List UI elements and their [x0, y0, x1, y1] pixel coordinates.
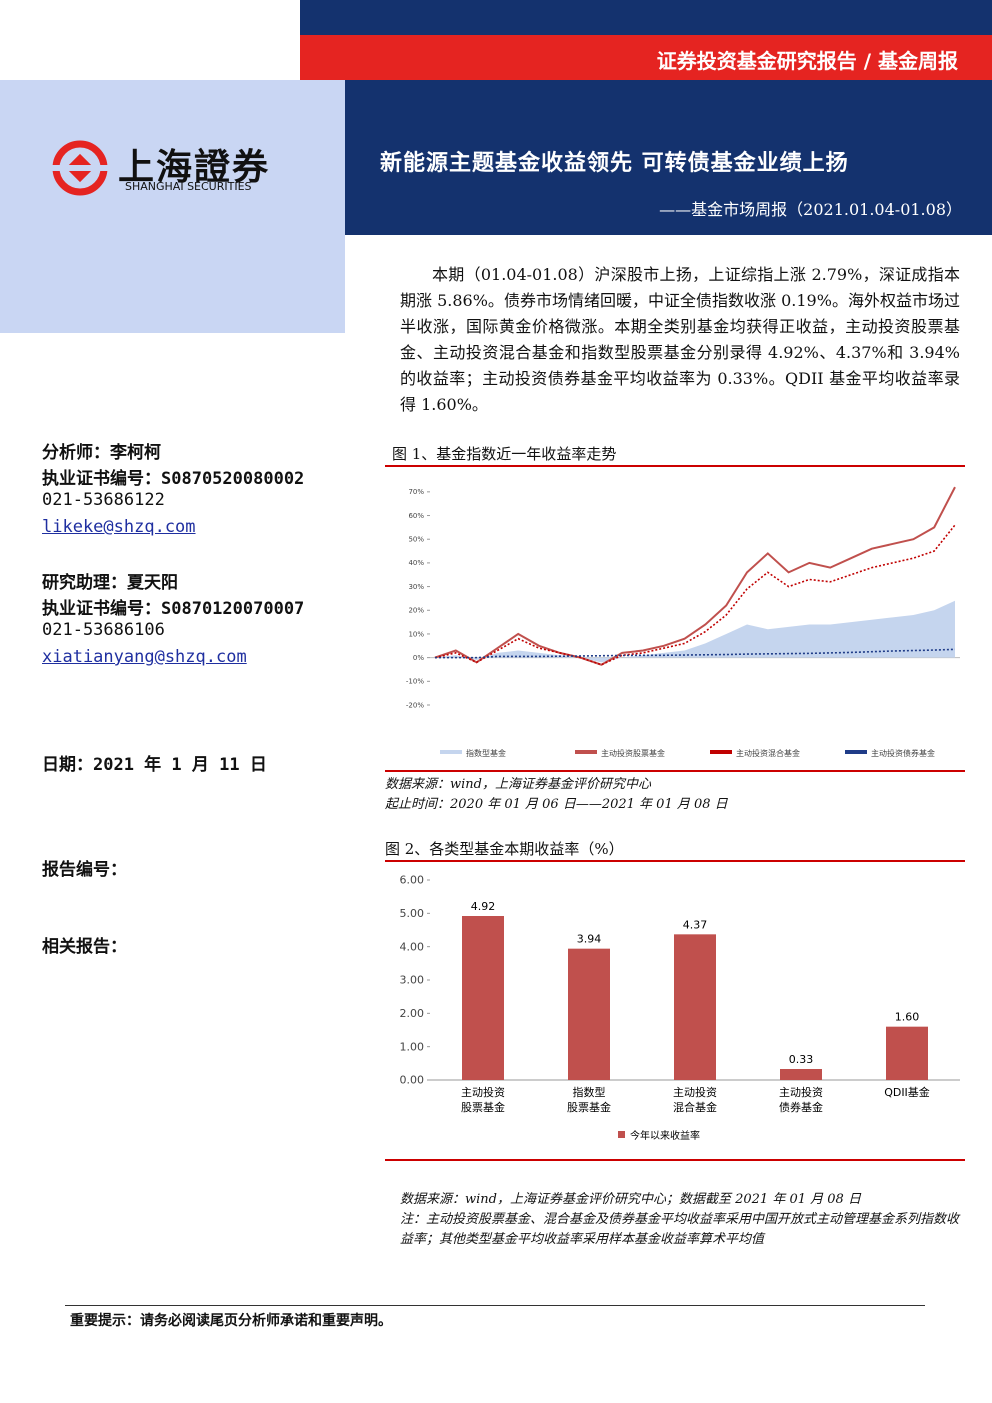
value-label: 4.92: [471, 900, 496, 913]
y-tick-label: 40%: [408, 559, 424, 567]
rule: [385, 860, 965, 862]
chart: -20% -10% 0% 10% 20% 30% 40% 50% 60% 70% 指数型基金 主动投资…: [406, 486, 960, 758]
footer: 重要提示：请务必阅读尾页分析师承诺和重要声明。: [70, 1313, 392, 1329]
category: 证券投资基金研究报告 / 基金周报: [656, 49, 958, 73]
y-tick-label: 6.00: [400, 874, 425, 887]
logo-cn: 上海證券: [118, 146, 271, 188]
bar: [568, 948, 610, 1080]
email[interactable]: xiatianyang@shzq.com: [42, 647, 247, 667]
x-tick-label: 股票基金: [461, 1100, 505, 1114]
bar: [780, 1069, 822, 1080]
value-label: 1.60: [895, 1011, 920, 1024]
y-tick-label: -10%: [406, 678, 424, 686]
bar: [462, 916, 504, 1080]
red-stripe: [300, 35, 992, 80]
legend-label: 主动投资债券基金: [871, 748, 935, 758]
value-label: 0.33: [789, 1053, 814, 1066]
legend-swatch: [710, 750, 732, 754]
analyst: 分析师：李柯柯: [42, 443, 161, 463]
x-tick-label: 主动投资: [461, 1085, 505, 1099]
source: 数据来源：wind，上海证券基金评价研究中心；数据截至 2021 年 01 月 …: [400, 1192, 861, 1207]
y-tick-label: 10%: [408, 630, 424, 638]
rule: [385, 770, 965, 772]
legend-label: 主动投资股票基金: [601, 748, 665, 758]
title: 新能源主题基金收益领先 可转债基金业绩上扬: [380, 150, 849, 176]
line: [434, 524, 956, 666]
x-tick-label: QDII基金: [884, 1085, 930, 1099]
y-tick-label: 5.00: [400, 907, 425, 920]
legend-label: 主动投资混合基金: [736, 748, 800, 758]
phone: 021-53686106: [42, 620, 165, 640]
note: 注：主动投资股票基金、混合基金及债券基金平均收益率采用中国开放式主动管理基金系列…: [400, 1212, 960, 1247]
period: 起止时间：2020 年 01 月 06 日——2021 年 01 月 08 日: [385, 797, 728, 812]
value-label: 4.37: [683, 918, 708, 931]
bar: [674, 934, 716, 1080]
line: [435, 648, 956, 659]
rule: [65, 1305, 925, 1306]
logo-en: SHANGHAI SECURITIES: [125, 180, 252, 193]
summary: 本期（01.04-01.08）沪深股市上扬，上证综指上涨 2.79%，深证成指本…: [400, 265, 960, 414]
area: [435, 600, 955, 663]
y-tick-label: 60%: [408, 512, 424, 520]
subtitle: ——基金市场周报（2021.01.04-01.08）: [659, 200, 962, 219]
x-tick-label: 股票基金: [567, 1100, 611, 1114]
phone: 021-53686122: [42, 490, 165, 510]
y-tick-label: 0.00: [400, 1074, 425, 1087]
value-label: 3.94: [577, 933, 602, 946]
chart: 0.001.002.003.004.005.006.004.92主动投资股票基金…: [400, 874, 960, 1142]
legend-swatch: [618, 1131, 625, 1138]
email[interactable]: likeke@shzq.com: [42, 517, 196, 537]
report-no: 报告编号：: [42, 860, 127, 880]
y-tick-label: 0%: [413, 654, 424, 662]
legend-label: 指数型基金: [466, 748, 506, 758]
bar: [886, 1026, 928, 1080]
y-tick-label: 50%: [408, 536, 424, 544]
y-tick-label: 1.00: [400, 1040, 425, 1053]
related: 相关报告：: [42, 937, 127, 957]
rule: [385, 1159, 965, 1161]
logo-icon: [50, 140, 110, 196]
caption: 图 2、各类型基金本期收益率（%）: [385, 840, 624, 858]
legend-swatch: [440, 750, 462, 754]
source: 数据来源：wind，上海证券基金评价研究中心: [385, 777, 651, 792]
logo-panel: [0, 80, 345, 333]
rule: [385, 465, 965, 467]
x-tick-label: 指数型: [573, 1085, 606, 1099]
caption: 图 1、基金指数近一年收益率走势: [392, 445, 617, 463]
y-tick-label: 20%: [408, 607, 424, 615]
y-tick-label: 30%: [408, 583, 424, 591]
y-tick-label: 2.00: [400, 1007, 425, 1020]
legend-swatch: [845, 750, 867, 754]
x-tick-label: 主动投资: [779, 1085, 823, 1099]
y-tick-label: 70%: [408, 488, 424, 496]
date: 日期：2021 年 1 月 11 日: [42, 755, 267, 775]
assistant: 研究助理：夏天阳: [42, 573, 178, 593]
y-tick-label: 3.00: [400, 974, 425, 987]
y-tick-label: 4.00: [400, 940, 425, 953]
x-tick-label: 主动投资: [673, 1085, 717, 1099]
x-tick-label: 债券基金: [779, 1100, 823, 1114]
legend-swatch: [575, 750, 597, 754]
x-tick-label: 混合基金: [673, 1100, 717, 1114]
line: [434, 486, 956, 666]
cert: 执业证书编号：S0870120070007: [42, 599, 305, 619]
y-tick-label: -20%: [406, 701, 424, 709]
legend-label: 今年以来收益率: [630, 1129, 700, 1142]
cert: 执业证书编号：S0870520080002: [42, 469, 305, 489]
